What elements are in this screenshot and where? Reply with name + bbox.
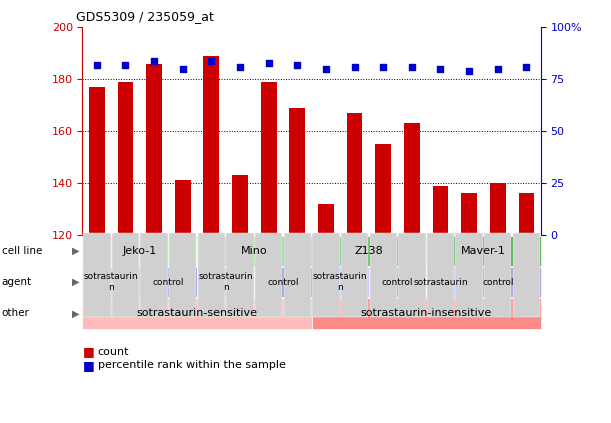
- Text: sotrastaurin
n: sotrastaurin n: [84, 272, 139, 292]
- Text: ■: ■: [82, 359, 94, 372]
- Text: percentile rank within the sample: percentile rank within the sample: [98, 360, 285, 371]
- Bar: [146, 64, 162, 235]
- Bar: [346, 113, 362, 235]
- Text: GDS5309 / 235059_at: GDS5309 / 235059_at: [76, 10, 214, 23]
- Text: ■: ■: [82, 346, 94, 358]
- Text: Mino: Mino: [241, 246, 268, 256]
- Point: [293, 61, 302, 68]
- Text: agent: agent: [2, 277, 32, 287]
- Bar: [404, 124, 420, 235]
- Bar: [461, 193, 477, 235]
- Text: sotrastaurin: sotrastaurin: [413, 277, 468, 287]
- Bar: [519, 193, 534, 235]
- Bar: [175, 180, 191, 235]
- Bar: [290, 108, 305, 235]
- Bar: [261, 82, 277, 235]
- Text: Z138: Z138: [354, 246, 383, 256]
- Point: [92, 61, 101, 68]
- Bar: [318, 203, 334, 235]
- Bar: [117, 82, 133, 235]
- Text: ▶: ▶: [71, 308, 79, 319]
- Point: [149, 57, 159, 64]
- Text: control: control: [267, 277, 299, 287]
- Point: [235, 63, 245, 70]
- Text: control: control: [482, 277, 513, 287]
- Point: [407, 63, 417, 70]
- Bar: [89, 87, 104, 235]
- Point: [178, 66, 188, 72]
- Bar: [203, 56, 219, 235]
- Bar: [490, 183, 506, 235]
- Point: [493, 66, 503, 72]
- Text: sotrastaurin
n: sotrastaurin n: [313, 272, 368, 292]
- Text: count: count: [98, 347, 130, 357]
- Bar: [433, 186, 448, 235]
- Text: other: other: [2, 308, 30, 319]
- Text: Maver-1: Maver-1: [461, 246, 506, 256]
- Point: [321, 66, 331, 72]
- Point: [349, 63, 359, 70]
- Point: [522, 63, 532, 70]
- Text: sotrastaurin-insensitive: sotrastaurin-insensitive: [360, 308, 492, 319]
- Text: cell line: cell line: [2, 246, 42, 256]
- Text: Jeko-1: Jeko-1: [123, 246, 157, 256]
- Point: [464, 68, 474, 74]
- Text: control: control: [153, 277, 184, 287]
- Point: [378, 63, 388, 70]
- Point: [120, 61, 130, 68]
- Bar: [232, 175, 248, 235]
- Point: [207, 57, 216, 64]
- Point: [264, 59, 274, 66]
- Text: ▶: ▶: [71, 246, 79, 256]
- Text: sotrastaurin-sensitive: sotrastaurin-sensitive: [136, 308, 258, 319]
- Text: sotrastaurin
n: sotrastaurin n: [199, 272, 253, 292]
- Point: [436, 66, 445, 72]
- Text: ▶: ▶: [71, 277, 79, 287]
- Bar: [375, 144, 391, 235]
- Text: control: control: [382, 277, 413, 287]
